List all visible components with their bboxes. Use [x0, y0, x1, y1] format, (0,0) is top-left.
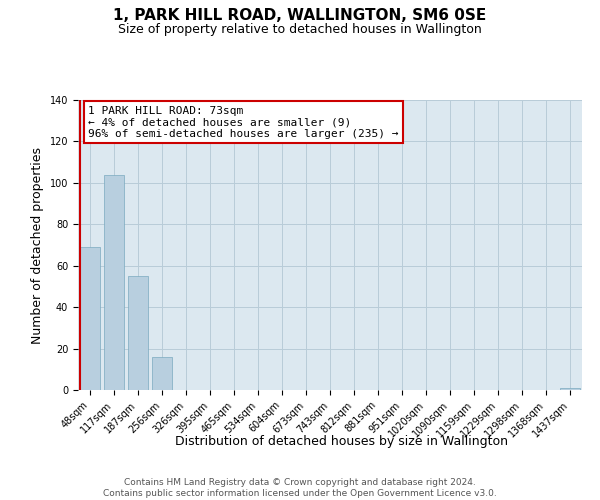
Text: Size of property relative to detached houses in Wallington: Size of property relative to detached ho…	[118, 22, 482, 36]
Bar	[128, 276, 148, 390]
Bar	[80, 247, 100, 390]
Bar	[104, 174, 124, 390]
Bar	[152, 357, 172, 390]
Bar	[560, 388, 580, 390]
Text: Contains HM Land Registry data © Crown copyright and database right 2024.
Contai: Contains HM Land Registry data © Crown c…	[103, 478, 497, 498]
Y-axis label: Number of detached properties: Number of detached properties	[31, 146, 44, 344]
Text: 1, PARK HILL ROAD, WALLINGTON, SM6 0SE: 1, PARK HILL ROAD, WALLINGTON, SM6 0SE	[113, 8, 487, 22]
Text: Distribution of detached houses by size in Wallington: Distribution of detached houses by size …	[175, 435, 508, 448]
Text: 1 PARK HILL ROAD: 73sqm
← 4% of detached houses are smaller (9)
96% of semi-deta: 1 PARK HILL ROAD: 73sqm ← 4% of detached…	[88, 106, 398, 139]
